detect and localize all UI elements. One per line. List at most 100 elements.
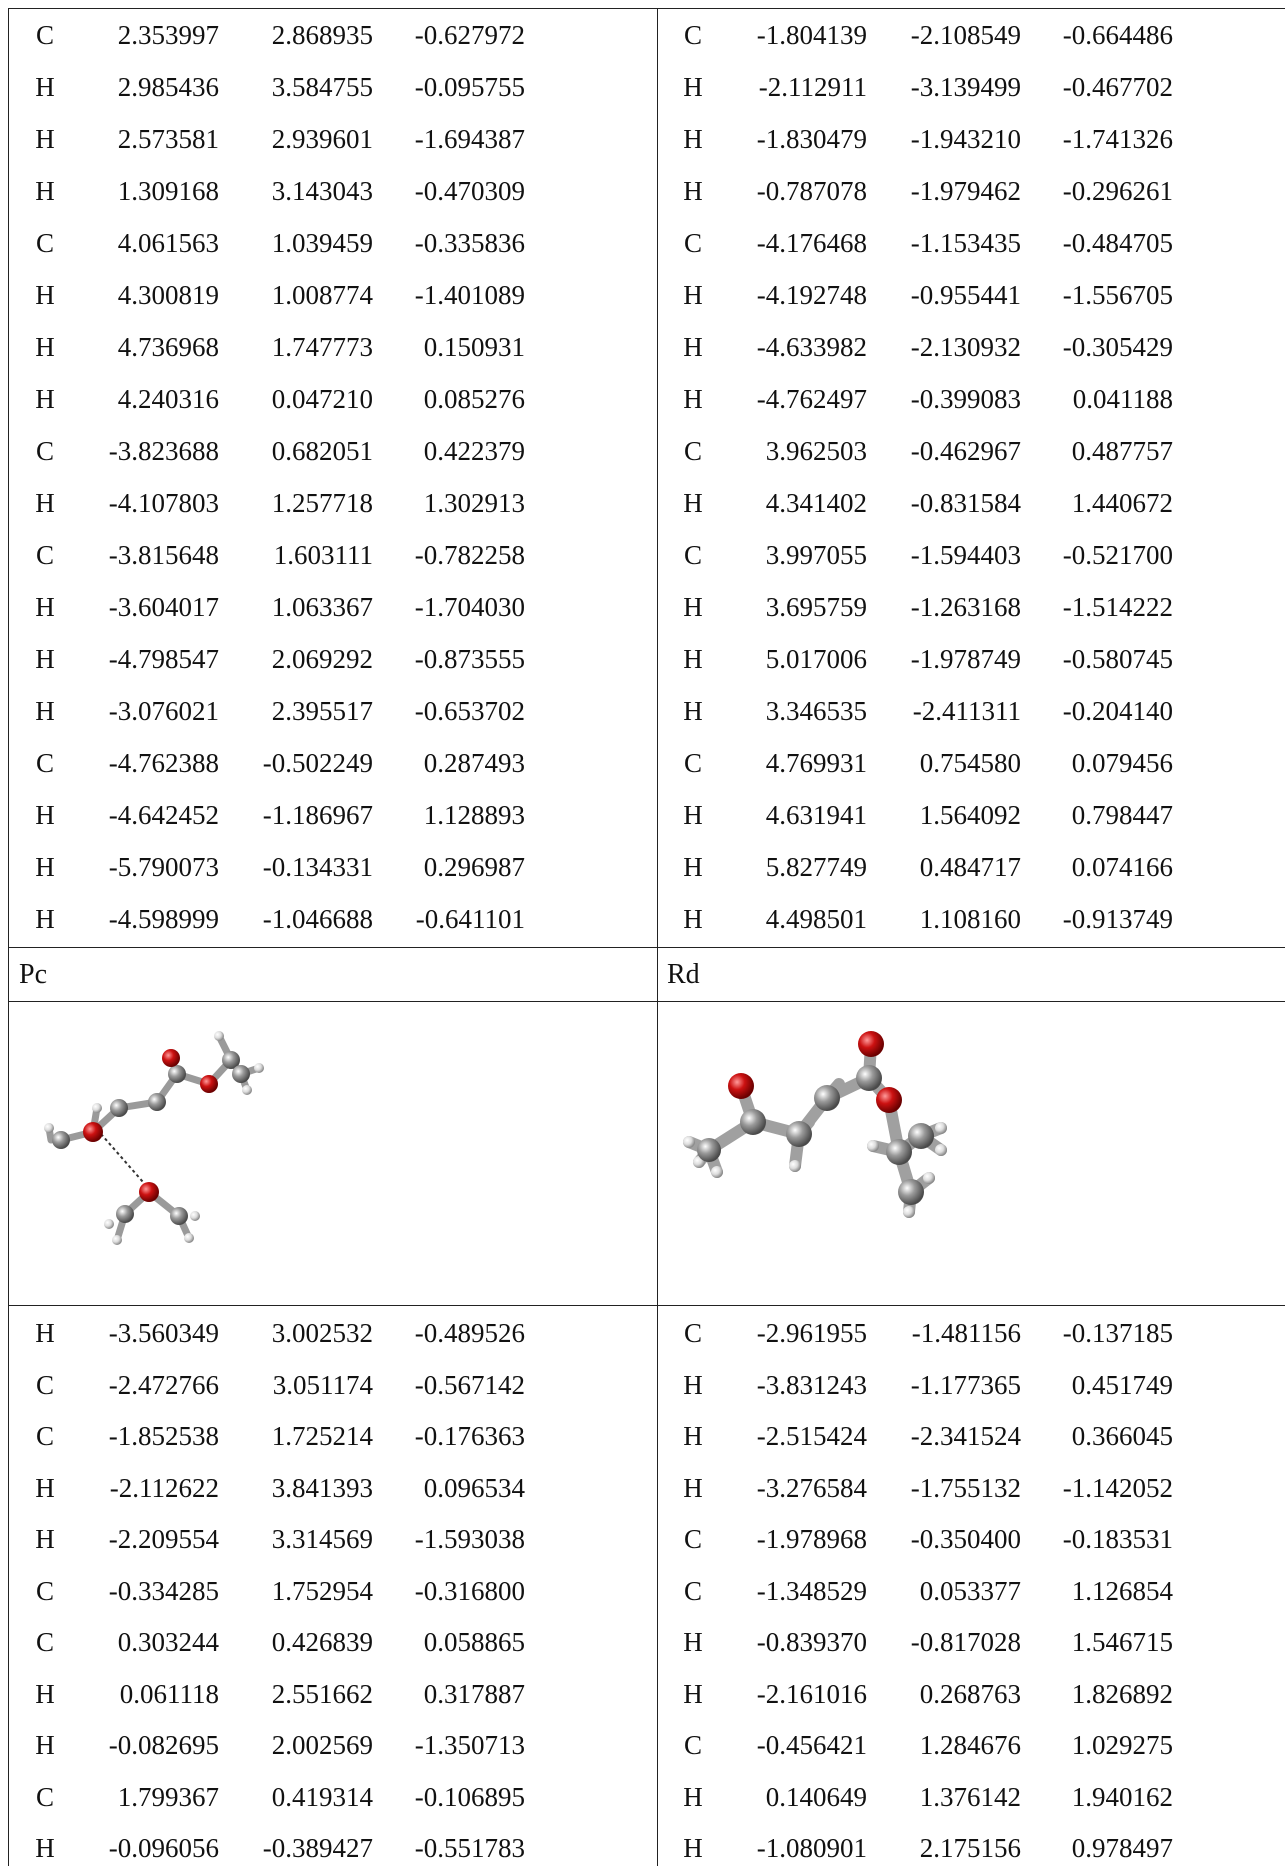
coordinate-row: H -4.192748 -0.955441 -1.556705 — [657, 269, 1285, 321]
y-coordinate: -1.046688 — [262, 904, 373, 934]
x-coordinate: -0.096056 — [108, 1833, 219, 1863]
y-coordinate: 1.564092 — [919, 800, 1021, 830]
x-coordinate: -1.830479 — [756, 124, 867, 154]
x-coordinate: -2.209554 — [108, 1524, 219, 1554]
element-symbol: H — [35, 280, 55, 310]
z-coordinate: -0.653702 — [414, 696, 525, 726]
element-symbol: H — [683, 800, 703, 830]
coordinate-row: H -2.161016 0.268763 1.826892 — [657, 1668, 1285, 1720]
x-coordinate: 4.300819 — [117, 280, 219, 310]
element-symbol: H — [683, 592, 703, 622]
y-coordinate: -2.108549 — [910, 20, 1021, 50]
y-coordinate: 3.143043 — [271, 176, 373, 206]
z-coordinate: -0.204140 — [1062, 696, 1173, 726]
coordinate-row: H -4.642452 -1.186967 1.128893 — [9, 789, 639, 841]
x-coordinate: 3.346535 — [765, 696, 867, 726]
z-coordinate: -0.580745 — [1062, 644, 1173, 674]
coordinate-row: C -1.804139 -2.108549 -0.664486 — [657, 9, 1285, 61]
x-coordinate: -2.472766 — [108, 1369, 219, 1400]
coordinate-row: H -4.107803 1.257718 1.302913 — [9, 477, 639, 529]
z-coordinate: 0.079456 — [1071, 748, 1173, 778]
z-coordinate: 0.487757 — [1071, 436, 1173, 466]
z-coordinate: -0.627972 — [414, 20, 525, 50]
z-coordinate: 0.422379 — [423, 436, 525, 466]
element-symbol: H — [683, 644, 703, 674]
coordinate-row: C -2.472766 3.051174 -0.567142 — [9, 1359, 639, 1411]
z-coordinate: 0.041188 — [1072, 384, 1173, 414]
element-symbol: C — [35, 748, 54, 778]
element-symbol: C — [35, 1627, 54, 1657]
y-coordinate: 2.395517 — [271, 696, 373, 726]
coordinate-row: H -3.076021 2.395517 -0.653702 — [9, 685, 639, 737]
coordinate-row: C 4.061563 1.039459 -0.335836 — [9, 217, 639, 269]
z-coordinate: -0.183531 — [1062, 1524, 1173, 1554]
x-coordinate: 1.799367 — [117, 1781, 219, 1812]
x-coordinate: -0.082695 — [108, 1730, 219, 1760]
x-coordinate: -1.804139 — [756, 20, 867, 50]
element-symbol: H — [683, 1472, 703, 1503]
coordinate-row: H 3.695759 -1.263168 -1.514222 — [657, 581, 1285, 633]
z-coordinate: 0.287493 — [423, 748, 525, 778]
z-coordinate: -0.489526 — [414, 1318, 525, 1348]
x-coordinate: -4.633982 — [756, 332, 867, 362]
z-coordinate: 1.126854 — [1071, 1575, 1173, 1606]
z-coordinate: -1.704030 — [414, 592, 525, 622]
element-symbol: C — [35, 228, 54, 258]
coordinate-row: C 2.353997 2.868935 -0.627972 — [9, 9, 639, 61]
element-symbol: H — [35, 124, 55, 154]
element-symbol: C — [35, 1369, 54, 1400]
coordinate-row: H 1.309168 3.143043 -0.470309 — [9, 165, 639, 217]
element-symbol: H — [683, 72, 703, 102]
y-coordinate: 1.039459 — [271, 228, 373, 258]
z-coordinate: 0.366045 — [1071, 1421, 1173, 1451]
element-symbol: H — [683, 332, 703, 362]
z-coordinate: -0.106895 — [414, 1781, 525, 1812]
element-symbol: H — [683, 280, 703, 310]
z-coordinate: 1.302913 — [423, 488, 525, 518]
coordinate-row: H -0.787078 -1.979462 -0.296261 — [657, 165, 1285, 217]
x-coordinate: -3.823688 — [108, 436, 219, 466]
coordinate-row: H -1.830479 -1.943210 -1.741326 — [657, 113, 1285, 165]
y-coordinate: 1.108160 — [919, 904, 1021, 934]
x-coordinate: 4.240316 — [117, 384, 219, 414]
z-coordinate: -0.470309 — [414, 176, 525, 206]
element-symbol: C — [35, 20, 54, 50]
element-symbol: C — [683, 540, 702, 570]
z-coordinate: -0.176363 — [414, 1421, 525, 1451]
x-coordinate: 4.341402 — [765, 488, 867, 518]
y-coordinate: -1.755132 — [910, 1472, 1021, 1503]
coordinate-row: H -4.633982 -2.130932 -0.305429 — [657, 321, 1285, 373]
y-coordinate: 0.268763 — [919, 1678, 1021, 1709]
element-symbol: H — [683, 1421, 703, 1451]
z-coordinate: 0.296987 — [423, 852, 525, 882]
y-coordinate: -0.831584 — [910, 488, 1021, 518]
element-symbol: H — [35, 644, 55, 674]
x-coordinate: -0.839370 — [756, 1627, 867, 1657]
z-coordinate: 1.826892 — [1071, 1678, 1173, 1709]
element-symbol: C — [35, 436, 54, 466]
x-coordinate: -3.276584 — [756, 1472, 867, 1503]
y-coordinate: -1.594403 — [910, 540, 1021, 570]
y-coordinate: -1.978749 — [910, 644, 1021, 674]
x-coordinate: -1.852538 — [108, 1421, 219, 1451]
element-symbol: H — [35, 1524, 55, 1554]
coordinate-row: H -3.831243 -1.177365 0.451749 — [657, 1359, 1285, 1411]
element-symbol: H — [35, 1318, 55, 1348]
coordinate-row: C 4.769931 0.754580 0.079456 — [657, 737, 1285, 789]
y-coordinate: 0.484717 — [919, 852, 1021, 882]
y-coordinate: -1.186967 — [262, 800, 373, 830]
x-coordinate: -2.161016 — [756, 1678, 867, 1709]
y-coordinate: -0.389427 — [262, 1833, 373, 1863]
x-coordinate: -0.787078 — [756, 176, 867, 206]
y-coordinate: -1.263168 — [910, 592, 1021, 622]
element-symbol: C — [683, 228, 702, 258]
coordinate-row: C -1.978968 -0.350400 -0.183531 — [657, 1513, 1285, 1565]
y-coordinate: 1.008774 — [271, 280, 373, 310]
coordinate-row: H 3.346535 -2.411311 -0.204140 — [657, 685, 1285, 737]
y-coordinate: 3.002532 — [271, 1318, 373, 1348]
section-label-rd: Rd — [667, 959, 700, 990]
coordinate-row: H -4.762497 -0.399083 0.041188 — [657, 373, 1285, 425]
y-coordinate: 3.051174 — [272, 1369, 373, 1400]
z-coordinate: -0.641101 — [415, 904, 525, 934]
coordinate-row: C -3.823688 0.682051 0.422379 — [9, 425, 639, 477]
